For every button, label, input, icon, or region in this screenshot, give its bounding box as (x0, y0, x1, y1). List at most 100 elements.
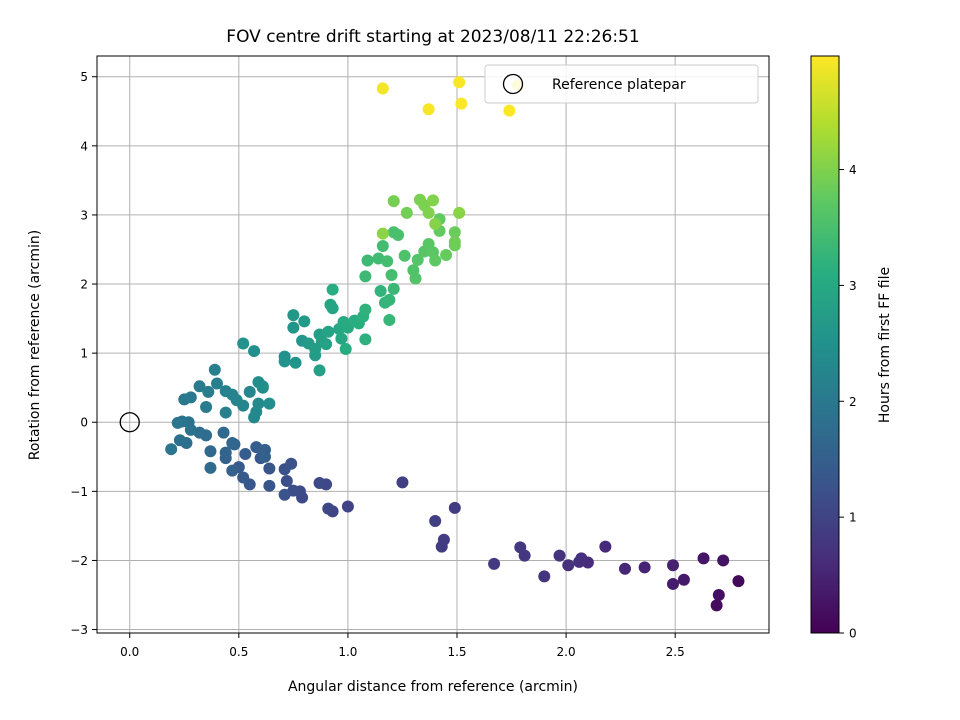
chart-title: FOV centre drift starting at 2023/08/11 … (226, 27, 639, 47)
x-tick-label: 0.5 (229, 645, 248, 659)
data-point (440, 249, 453, 262)
x-tick-label: 2.0 (557, 645, 576, 659)
colorbar-ticks: 0 1 2 3 4 (839, 163, 857, 641)
colorbar-label: Hours from first FF file (877, 267, 893, 423)
x-tick-label: 1.5 (447, 645, 466, 659)
data-point (385, 269, 398, 282)
y-tick-label: 1 (80, 347, 88, 361)
data-point (287, 321, 300, 334)
data-point (202, 385, 215, 398)
data-point (263, 397, 276, 410)
reference-marker (119, 412, 140, 433)
data-point (374, 284, 387, 297)
data-point (252, 397, 265, 410)
data-point (208, 363, 221, 376)
data-point (263, 462, 276, 475)
data-point (219, 406, 232, 419)
data-point (435, 540, 448, 553)
data-point (237, 471, 250, 484)
y-tick-label: −2 (70, 554, 88, 568)
data-point (429, 254, 442, 267)
data-point (717, 554, 730, 567)
data-point (453, 206, 466, 219)
y-tick-label: 0 (80, 416, 88, 430)
data-point (226, 464, 239, 477)
data-point (184, 391, 197, 404)
data-point (429, 217, 442, 230)
data-point (381, 255, 394, 268)
data-point (619, 562, 631, 575)
data-point (422, 103, 435, 116)
data-point (697, 552, 710, 565)
data-point (409, 272, 422, 285)
y-tick-label: 2 (80, 278, 88, 292)
data-point (361, 254, 374, 267)
data-point (376, 227, 389, 240)
colorbar: 0 1 2 3 4 Hours from first FF file (810, 55, 893, 641)
data-point (237, 399, 250, 412)
data-points (165, 76, 745, 612)
data-point (278, 488, 291, 501)
data-point (204, 461, 217, 474)
data-point (453, 76, 466, 89)
data-point (289, 356, 302, 369)
data-point (387, 282, 400, 295)
data-point (171, 416, 184, 429)
data-point (392, 228, 405, 241)
data-point (383, 313, 396, 326)
colorbar-tick-label: 4 (849, 163, 857, 177)
x-tick-label: 1.0 (338, 645, 357, 659)
x-axis-ticks: 0.0 0.5 1.0 1.5 2.0 2.5 (120, 633, 685, 659)
y-tick-label: 5 (80, 70, 88, 84)
data-point (710, 599, 723, 612)
data-point (298, 315, 311, 328)
data-point (427, 194, 439, 207)
data-point (573, 555, 586, 568)
x-axis-label: Angular distance from reference (arcmin) (288, 679, 578, 695)
data-point (313, 477, 326, 490)
data-point (263, 479, 276, 492)
data-point (248, 345, 261, 358)
data-point (514, 541, 527, 554)
data-point (359, 270, 372, 283)
data-point (200, 401, 213, 414)
data-point (259, 450, 271, 463)
data-point (599, 540, 612, 553)
legend-entry-reference-platepar: Reference platepar (552, 77, 686, 93)
y-tick-label: −3 (70, 623, 88, 637)
data-point (383, 293, 396, 306)
x-tick-label: 0.0 (120, 645, 139, 659)
data-point (638, 561, 651, 574)
data-point (553, 549, 566, 562)
y-tick-label: 4 (80, 139, 88, 153)
y-tick-label: 3 (80, 208, 88, 222)
data-point (165, 443, 178, 456)
data-point (667, 577, 679, 590)
data-point (503, 104, 516, 117)
grid-lines (97, 56, 769, 633)
data-point (359, 303, 372, 316)
colorbar-tick-label: 2 (849, 395, 857, 409)
data-point (217, 426, 230, 439)
data-point (376, 82, 389, 95)
colorbar-gradient (810, 55, 840, 634)
data-point (326, 283, 339, 296)
data-point (712, 588, 725, 601)
y-axis-ticks: −3 −2 −1 0 1 2 3 4 5 (70, 70, 97, 637)
data-point (335, 332, 348, 345)
data-point (448, 501, 461, 514)
data-point (320, 338, 333, 351)
data-point (422, 206, 435, 219)
legend: Reference platepar (484, 64, 759, 104)
data-point (243, 385, 256, 398)
data-point (278, 355, 291, 368)
y-tick-label: −1 (70, 485, 88, 499)
data-point (538, 570, 551, 583)
data-point (677, 573, 690, 586)
data-point (732, 575, 745, 588)
data-point (256, 380, 269, 393)
data-point (219, 446, 232, 459)
data-point (376, 240, 389, 253)
plot-frame (96, 55, 770, 634)
